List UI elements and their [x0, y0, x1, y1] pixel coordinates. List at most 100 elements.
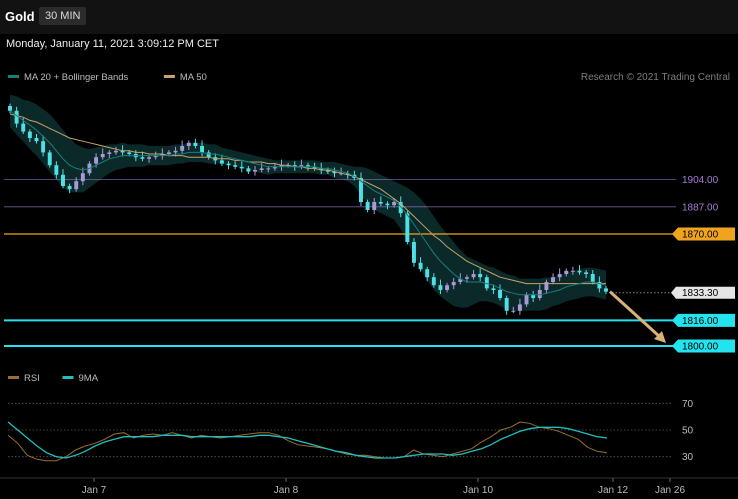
price-level-tag — [672, 227, 735, 241]
price-level-label: 1887.00 — [682, 202, 719, 213]
candle — [590, 274, 595, 282]
candle — [253, 170, 257, 172]
price-level-label: 1816.00 — [682, 316, 719, 327]
candle — [200, 146, 205, 153]
time-tick-label: Jan 8 — [274, 485, 299, 496]
ma50-line — [9, 113, 606, 285]
rsi-tick-label: 50 — [682, 426, 694, 437]
candle — [21, 123, 26, 132]
candle — [41, 141, 46, 153]
candle — [8, 106, 12, 111]
candle — [577, 270, 582, 273]
candle — [299, 165, 304, 167]
attribution-text: Research © 2021 Trading Central — [581, 72, 730, 83]
candle — [173, 150, 178, 153]
candle — [292, 165, 297, 167]
candle — [219, 160, 224, 164]
candle — [372, 202, 377, 210]
price-level-tag — [672, 339, 735, 353]
candle — [471, 274, 476, 278]
candle — [272, 166, 277, 169]
legend-swatch — [8, 376, 19, 379]
candle — [332, 171, 337, 174]
candle — [570, 270, 575, 272]
candle — [604, 288, 608, 292]
candle — [511, 310, 516, 312]
candle — [537, 290, 542, 298]
candle — [67, 186, 72, 190]
moving-averages — [9, 110, 607, 296]
time-tick-label: Jan 26 — [655, 485, 685, 496]
candle — [306, 165, 310, 167]
time-tick-label: Jan 7 — [82, 485, 107, 496]
candle — [557, 274, 562, 278]
price-levels — [4, 179, 678, 347]
candle — [531, 294, 536, 298]
candle — [107, 152, 112, 154]
candle — [425, 269, 430, 278]
instrument-title: Gold — [5, 9, 35, 24]
candle — [385, 203, 390, 206]
candle — [226, 163, 231, 166]
candle — [140, 157, 145, 159]
candle — [392, 202, 397, 206]
rsi-ma-line — [7, 421, 608, 459]
rsi-legend: RSI 9MA — [8, 373, 99, 384]
candle — [464, 277, 469, 279]
candle — [246, 168, 251, 172]
candles — [8, 103, 608, 315]
candle — [438, 285, 443, 290]
candle — [517, 304, 522, 311]
price-level-label: 1800.00 — [682, 342, 719, 353]
candle — [398, 202, 403, 214]
rsi-grid: 70 50 30 — [8, 399, 694, 463]
candle — [166, 152, 171, 154]
candle — [445, 285, 450, 290]
candle — [524, 294, 529, 305]
price-level-label: 1870.00 — [682, 230, 719, 241]
candle — [27, 131, 32, 138]
candle — [34, 138, 39, 142]
candle — [206, 152, 211, 158]
bollinger-bands — [10, 94, 606, 311]
candle — [564, 270, 569, 274]
candle — [120, 150, 125, 153]
candle — [61, 174, 65, 186]
candle — [186, 142, 191, 146]
candle — [80, 173, 85, 182]
interval-button[interactable]: 30 MIN — [39, 7, 87, 25]
candle — [319, 168, 324, 170]
candle — [325, 170, 330, 172]
chart-timestamp: Monday, January 11, 2021 3:09:12 PM CET — [6, 38, 219, 50]
candle — [504, 298, 509, 311]
legend-swatch — [8, 75, 19, 78]
chart-header: Gold 30 MIN — [0, 0, 738, 34]
candle — [94, 157, 99, 164]
candle — [160, 154, 165, 156]
legend-label: MA 50 — [180, 72, 207, 83]
candle — [266, 168, 271, 170]
candle — [365, 202, 370, 210]
candle — [193, 142, 198, 146]
candle — [74, 181, 79, 190]
forecast-arrow — [608, 290, 666, 343]
candle — [153, 155, 158, 158]
candle — [484, 277, 489, 289]
legend-label: RSI — [24, 373, 40, 384]
rsi-tick-label: 30 — [682, 452, 694, 463]
candle — [54, 165, 59, 175]
candle — [544, 282, 549, 290]
candle — [100, 154, 105, 158]
candle — [147, 157, 152, 159]
candle — [418, 262, 423, 270]
forecast-arrow-head — [654, 331, 666, 343]
price-level-label: 1833.30 — [682, 288, 719, 299]
candle — [551, 277, 555, 282]
candle — [14, 110, 19, 124]
price-level-label: 1904.00 — [682, 175, 719, 186]
candle — [233, 165, 238, 167]
candle — [345, 173, 350, 175]
price-level-labels: 1904.00 1887.00 1870.00 1833.30 1816.00 1800.… — [671, 175, 735, 353]
